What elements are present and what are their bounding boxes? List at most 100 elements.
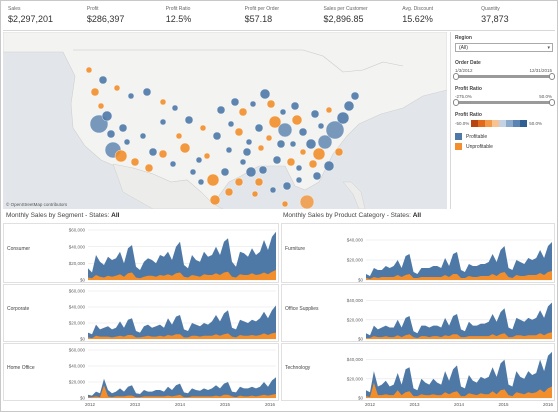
state-sales-marker[interactable]: [312, 147, 326, 161]
series-area-unprofitable[interactable]: [366, 332, 552, 339]
state-sales-marker[interactable]: [281, 200, 289, 208]
state-sales-marker[interactable]: [175, 132, 183, 140]
state-sales-marker[interactable]: [290, 101, 300, 111]
chart-panel-office-supplies[interactable]: Office Supplies $40,000 $20,000 $0: [281, 284, 555, 342]
state-sales-marker[interactable]: [189, 168, 197, 176]
area-chart[interactable]: $60,000 $40,000 $20,000 $0: [4, 224, 280, 284]
state-sales-marker[interactable]: [269, 186, 277, 194]
series-area-unprofitable[interactable]: [366, 382, 552, 398]
state-sales-marker[interactable]: [254, 177, 264, 187]
order-date-slider[interactable]: [453, 73, 555, 80]
state-sales-marker[interactable]: [286, 157, 296, 167]
map-canvas[interactable]: [3, 32, 447, 209]
kpi-profit-ratio[interactable]: Profit Ratio 12.5%: [161, 3, 240, 30]
state-sales-marker[interactable]: [272, 155, 282, 165]
state-sales-marker[interactable]: [98, 75, 108, 85]
state-sales-marker[interactable]: [279, 108, 287, 116]
state-sales-marker[interactable]: [159, 118, 167, 126]
state-sales-marker[interactable]: [254, 123, 264, 133]
state-sales-marker[interactable]: [323, 160, 335, 172]
state-sales-marker[interactable]: [216, 105, 226, 115]
order-date-start-handle[interactable]: [453, 73, 459, 80]
state-sales-marker[interactable]: [197, 178, 205, 186]
state-sales-marker[interactable]: [251, 190, 259, 198]
state-sales-marker[interactable]: [234, 127, 244, 137]
state-sales-marker[interactable]: [206, 173, 220, 187]
kpi-quantity[interactable]: Quantity 37,873: [476, 3, 555, 30]
state-sales-marker[interactable]: [249, 100, 257, 108]
state-sales-marker[interactable]: [113, 84, 121, 92]
state-sales-marker[interactable]: [179, 142, 191, 154]
series-area-profitable[interactable]: [88, 305, 276, 339]
state-sales-marker[interactable]: [85, 66, 93, 74]
kpi-sales-per-customer[interactable]: Sales per Customer $2,896.85: [318, 3, 397, 30]
profit-ratio-slider[interactable]: [453, 99, 555, 106]
state-sales-marker[interactable]: [227, 120, 235, 128]
area-chart[interactable]: $40,000 $20,000 $0: [282, 344, 556, 402]
state-sales-marker[interactable]: [336, 111, 350, 125]
state-sales-marker[interactable]: [308, 159, 318, 169]
state-sales-marker[interactable]: [220, 167, 230, 177]
state-sales-marker[interactable]: [343, 100, 355, 112]
sales-markers[interactable]: [85, 66, 360, 209]
state-sales-marker[interactable]: [317, 134, 333, 150]
series-area-unprofitable[interactable]: [88, 385, 276, 398]
state-sales-marker[interactable]: [298, 127, 308, 137]
chart-panel-consumer[interactable]: Consumer $60,000 $40,000 $20,000 $0: [3, 223, 279, 283]
state-sales-marker[interactable]: [159, 98, 167, 106]
state-sales-marker[interactable]: [245, 166, 257, 178]
state-sales-marker[interactable]: [239, 158, 247, 166]
state-sales-marker[interactable]: [184, 115, 194, 125]
state-sales-marker[interactable]: [169, 160, 177, 168]
state-sales-marker[interactable]: [317, 122, 325, 130]
state-sales-marker[interactable]: [199, 124, 207, 132]
state-sales-marker[interactable]: [139, 132, 147, 140]
state-sales-marker[interactable]: [171, 104, 179, 112]
state-sales-marker[interactable]: [203, 152, 211, 160]
chart-panel-corporate[interactable]: Corporate $60,000 $40,000 $20,000 $0: [3, 284, 279, 342]
state-sales-marker[interactable]: [276, 139, 286, 149]
state-sales-marker[interactable]: [295, 164, 303, 172]
state-sales-marker[interactable]: [350, 91, 360, 101]
state-sales-marker[interactable]: [257, 144, 265, 152]
state-sales-marker[interactable]: [325, 106, 333, 114]
state-sales-marker[interactable]: [130, 157, 140, 167]
kpi-avg-discount[interactable]: Avg. Discount 15.62%: [397, 3, 476, 30]
series-area-unprofitable[interactable]: [88, 270, 276, 280]
state-sales-marker[interactable]: [266, 99, 276, 109]
area-chart[interactable]: $40,000 $20,000 $0: [282, 224, 556, 284]
series-area-profitable[interactable]: [88, 231, 276, 280]
state-sales-marker[interactable]: [225, 146, 233, 154]
state-sales-marker[interactable]: [334, 147, 344, 157]
order-date-end-handle[interactable]: [549, 73, 555, 80]
state-sales-marker[interactable]: [144, 163, 154, 173]
state-sales-marker[interactable]: [234, 177, 244, 187]
state-sales-marker[interactable]: [212, 131, 222, 141]
series-area-profitable[interactable]: [366, 242, 552, 280]
area-chart[interactable]: $60,000 $40,000 $20,000 $0: [4, 344, 280, 402]
region-dropdown[interactable]: (All) ▾: [455, 43, 553, 52]
kpi-profit-per-order[interactable]: Profit per Order $57.18: [240, 3, 319, 30]
legend-unprofitable[interactable]: Unprofitable: [455, 143, 552, 150]
state-sales-marker[interactable]: [114, 149, 128, 163]
chart-panel-technology[interactable]: Technology $40,000 $20,000 $0: [281, 343, 555, 401]
state-sales-marker[interactable]: [195, 156, 203, 164]
state-sales-marker[interactable]: [299, 194, 315, 209]
state-sales-marker[interactable]: [312, 171, 322, 181]
kpi-sales[interactable]: Sales $2,297,201: [3, 3, 82, 30]
state-sales-marker[interactable]: [325, 120, 345, 140]
state-sales-marker[interactable]: [259, 88, 271, 100]
legend-profitable[interactable]: Profitable: [455, 133, 552, 140]
series-area-profitable[interactable]: [88, 377, 276, 398]
state-sales-marker[interactable]: [291, 114, 303, 126]
profit-ratio-min-handle[interactable]: [453, 99, 459, 106]
state-sales-marker[interactable]: [224, 187, 234, 197]
state-sales-marker[interactable]: [289, 140, 297, 148]
state-sales-marker[interactable]: [97, 102, 105, 110]
series-area-unprofitable[interactable]: [366, 271, 552, 280]
kpi-profit[interactable]: Profit $286,397: [82, 3, 161, 30]
state-sales-marker[interactable]: [295, 176, 303, 184]
state-sales-marker[interactable]: [282, 181, 292, 191]
state-sales-marker[interactable]: [299, 148, 307, 156]
profit-ratio-max-handle[interactable]: [549, 99, 555, 106]
